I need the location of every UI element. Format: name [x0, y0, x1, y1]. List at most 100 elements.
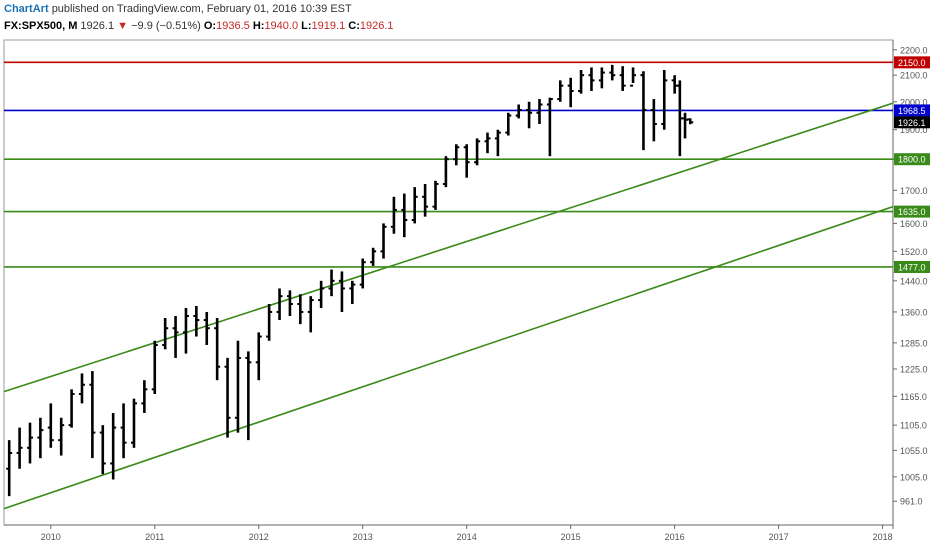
- ohlc-bar: [536, 99, 543, 125]
- ohlc-bar: [99, 425, 106, 475]
- ohlc-bar: [162, 318, 169, 350]
- ohlc-bar: [630, 67, 637, 87]
- symbol-line: FX:SPX500, M 1926.1 ▼ −9.9 (−0.51%) O:19…: [4, 19, 904, 34]
- level-tag-text: 1968.5: [898, 106, 926, 116]
- author-link[interactable]: ChartArt: [4, 3, 49, 15]
- last-price-tag-text: 1926.1: [898, 118, 926, 128]
- ohlc-bar: [411, 187, 418, 224]
- ohlc-bar: [234, 340, 241, 433]
- high-value: 1940.0: [264, 20, 299, 32]
- y-tick-label: 2000.0: [900, 97, 928, 107]
- x-tick-label: 2013: [353, 532, 373, 542]
- chart-header: ChartArt published on TradingView.com, F…: [4, 2, 904, 36]
- close-value: 1926.1: [359, 20, 394, 32]
- ohlc-bar: [318, 280, 325, 308]
- ohlc-bar: [78, 373, 85, 404]
- ohlc-bar: [141, 380, 148, 413]
- ohlc-bar: [266, 304, 273, 341]
- y-tick-label: 1900.0: [900, 125, 928, 135]
- y-tick-label: 1105.0: [900, 421, 927, 431]
- ohlc-bar: [47, 403, 54, 448]
- ohlc-bar: [557, 80, 564, 102]
- level-tag-text: 1477.0: [898, 262, 926, 272]
- ohlc-bar: [401, 193, 408, 238]
- ohlc-bar: [224, 357, 231, 438]
- x-tick-label: 2014: [457, 532, 477, 542]
- ohlc-bar: [338, 271, 345, 312]
- ohlc-bar: [650, 99, 657, 142]
- level-tag-2150.0: [894, 56, 930, 69]
- ohlc-bar: [494, 129, 501, 157]
- high-label: H:: [252, 20, 265, 32]
- ohlc-bar: [307, 296, 314, 333]
- ohlc-bar: [297, 294, 304, 325]
- ohlc-bar: [390, 196, 397, 234]
- x-tick-label: 2010: [41, 532, 61, 542]
- y-tick-label: 1285.0: [900, 338, 928, 348]
- ohlc-bar: [89, 371, 96, 459]
- ohlc-bar: [598, 67, 605, 89]
- open-label: O:: [203, 20, 217, 32]
- ohlc-bar: [349, 280, 356, 305]
- y-tick-label: 1520.0: [900, 247, 928, 257]
- ohlc-bar: [661, 70, 668, 130]
- x-tick-label: 2018: [873, 532, 893, 542]
- level-tag-text: 1800.0: [898, 155, 926, 165]
- ohlc-bar: [182, 307, 189, 354]
- y-tick-label: 1440.0: [900, 276, 928, 286]
- ohlc-bar: [130, 398, 137, 448]
- ohlc-bar: [588, 67, 595, 91]
- ohlc-bar: [26, 422, 33, 464]
- ohlc-bar: [359, 258, 366, 289]
- y-tick-label: 1700.0: [900, 186, 928, 196]
- level-tag-1968.5: [894, 104, 930, 117]
- ohlc-bar: [203, 311, 210, 346]
- ohlc-bar: [286, 290, 293, 316]
- y-tick-label: 1360.0: [900, 307, 928, 317]
- ohlc-bar: [110, 412, 117, 480]
- publish-info: published on TradingView.com, February 0…: [51, 3, 352, 15]
- ohlc-bar: [255, 332, 262, 381]
- y-tick-label: 961.0: [900, 497, 923, 507]
- symbol-label[interactable]: FX:SPX500, M: [4, 20, 78, 32]
- ohlc-bar: [453, 144, 460, 166]
- last-price-tag: [894, 116, 930, 129]
- ohlc-bar: [609, 64, 616, 81]
- level-tag-1800.0: [894, 153, 930, 166]
- y-tick-label: 1055.0: [900, 446, 928, 456]
- ohlc-bar: [505, 112, 512, 136]
- ohlc-bar: [474, 138, 481, 166]
- x-tick-label: 2016: [665, 532, 685, 542]
- ohlc-bar: [432, 180, 439, 210]
- level-tag-text: 2150.0: [898, 58, 926, 68]
- ohlc-bar: [68, 389, 75, 428]
- ohlc-bar: [687, 118, 694, 125]
- plot-frame: [3, 39, 894, 526]
- x-tick-label: 2012: [249, 532, 269, 542]
- ohlc-bar: [619, 66, 626, 91]
- ohlc-bar: [172, 315, 179, 358]
- ohlc-bar: [422, 183, 429, 217]
- ohlc-bar: [526, 101, 533, 129]
- x-tick-label: 2011: [145, 532, 164, 542]
- y-tick-label: 1005.0: [900, 472, 928, 482]
- y-tick-label: 1165.0: [900, 392, 927, 402]
- ohlc-bar: [120, 403, 127, 459]
- ohlc-bar: [463, 144, 470, 178]
- ohlc-bar: [380, 223, 387, 259]
- low-label: L:: [301, 20, 312, 32]
- price-change: −9.9 (−0.51%): [131, 20, 201, 32]
- ohlc-bar: [640, 71, 647, 151]
- y-tick-label: 1225.0: [900, 364, 928, 374]
- y-tick-label: 1600.0: [900, 219, 928, 229]
- ohlc-bar: [16, 427, 23, 469]
- ohlc-bar: [58, 417, 65, 456]
- ohlc-bar: [276, 288, 283, 321]
- y-tick-label: 2100.0: [900, 71, 928, 81]
- ohlc-bar: [546, 97, 553, 157]
- ohlc-bar: [193, 305, 200, 337]
- x-tick-label: 2015: [561, 532, 581, 542]
- publish-line: ChartArt published on TradingView.com, F…: [4, 2, 904, 17]
- ohlc-bar: [370, 247, 377, 266]
